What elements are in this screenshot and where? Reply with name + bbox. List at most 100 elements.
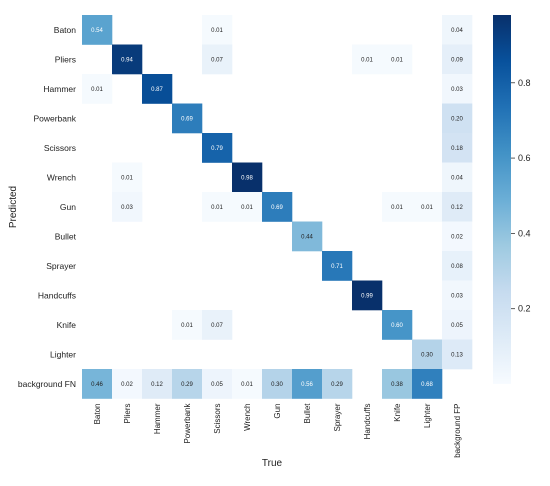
cell-value-label: 0.29 [181,382,193,388]
heatmap-cell [202,192,233,222]
heatmap-cell [442,162,473,193]
y-tick-label: Knife [57,320,77,330]
colorbar-tick-label: 0.2 [518,304,531,314]
cell-value-label: 0.56 [301,382,313,388]
cell-value-label: 0.30 [421,352,433,358]
heatmap-cell [232,192,263,222]
heatmap-cell [352,44,383,75]
heatmap-cell [412,369,443,399]
cell-value-label: 0.01 [421,205,433,211]
cell-value-label: 0.01 [121,175,133,181]
cell-value-label: 0.98 [241,175,253,181]
heatmap-cell [112,162,143,193]
cell-value-label: 0.04 [451,175,463,181]
y-tick-label: Lighter [50,349,76,359]
cell-value-label: 0.02 [121,382,133,388]
cell-value-label: 0.01 [211,28,223,34]
cell-value-label: 0.44 [301,234,313,240]
heatmap-cell [232,369,263,399]
cell-value-label: 0.38 [391,382,403,388]
colorbar-tick-label: 0.6 [518,153,531,163]
x-tick-label: Gun [273,404,282,419]
y-tick-label: Handcuffs [38,290,76,300]
cell-value-label: 0.01 [91,87,103,93]
x-tick-label: Handcuffs [363,404,372,440]
cell-value-label: 0.99 [361,293,373,299]
cell-value-label: 0.07 [211,323,223,329]
colorbar-tick-label: 0.4 [518,228,531,238]
heatmap-cell [412,192,443,222]
cell-value-label: 0.01 [211,205,223,211]
heatmap-cell [352,280,383,311]
cell-value-label: 0.05 [211,382,223,388]
cell-value-label: 0.01 [391,57,403,63]
cell-value-label: 0.07 [211,57,223,63]
cell-value-label: 0.54 [91,28,103,34]
heatmap-cell [442,74,473,104]
colorbar: 0.2 0.4 0.6 0.8 [493,15,531,384]
heatmap-cell [172,310,203,340]
y-tick-label: Pliers [55,54,76,64]
heatmap-cell [442,133,473,163]
y-tick-label: Gun [60,202,76,212]
heatmap-cell [322,369,353,399]
colorbar-tick-label: 0.8 [518,78,531,88]
heatmap-cell [112,44,143,75]
cell-value-label: 0.13 [451,352,463,358]
x-tick-label: Sprayer [333,403,342,431]
heatmap-cell [442,44,473,75]
colorbar-gradient [493,15,511,384]
cell-value-label: 0.69 [181,116,193,122]
heatmap-cell [292,369,323,399]
cell-value-label: 0.94 [121,57,133,63]
heatmap-cell [442,310,473,340]
heatmap-cell [442,221,473,252]
x-tick-label: Bullet [303,403,312,424]
y-tick-label: Wrench [47,172,76,182]
x-tick-label: background FP [453,404,462,458]
cell-value-label: 0.03 [451,293,463,299]
x-tick-label: Powerbank [183,403,192,444]
y-axis-title: Predicted [8,186,19,228]
cell-value-label: 0.01 [241,205,253,211]
heatmap-cell [112,369,143,399]
heatmap-cell [262,192,293,222]
y-tick-label: Powerbank [33,113,76,123]
cell-value-label: 0.29 [331,382,343,388]
heatmap-cell [442,339,473,370]
x-tick-label: Scissors [213,404,222,434]
heatmap-cell [442,251,473,281]
heatmap-cell [142,74,173,104]
x-tick-label: Knife [393,403,402,422]
cell-value-label: 0.12 [451,205,463,211]
cell-value-label: 0.18 [451,146,463,152]
cell-value-label: 0.03 [451,87,463,93]
y-tick-label: Hammer [43,84,76,94]
heatmap-cell [442,103,473,134]
heatmap-cell [232,162,263,193]
heatmap-cell [202,310,233,340]
y-tick-label: Scissors [44,143,76,153]
heatmap-cell [142,369,173,399]
x-tick-labels: Baton Pliers Hammer Powerbank Scissors Wrench… [93,403,462,458]
x-tick-label: Pliers [123,404,132,424]
heatmap-cell [442,15,473,45]
heatmap-cell [382,310,413,340]
cell-value-label: 0.12 [151,382,163,388]
heatmap-cell [172,369,203,399]
heatmap-cells: 0.54 0.01 0.04 0.94 0.07 0.01 0.01 0.09 0.01 0.87… [82,15,473,399]
cell-value-label: 0.68 [421,382,433,388]
cell-value-label: 0.05 [451,323,463,329]
heatmap-cell [322,251,353,281]
cell-value-label: 0.01 [361,57,373,63]
cell-value-label: 0.01 [391,205,403,211]
cell-value-label: 0.60 [391,323,403,329]
cell-value-label: 0.01 [241,382,253,388]
heatmap-cell [202,133,233,163]
cell-value-label: 0.04 [451,28,463,34]
x-tick-label: Baton [93,404,102,425]
heatmap-cell [382,44,413,75]
cell-value-label: 0.02 [451,234,463,240]
heatmap-cell [292,221,323,252]
